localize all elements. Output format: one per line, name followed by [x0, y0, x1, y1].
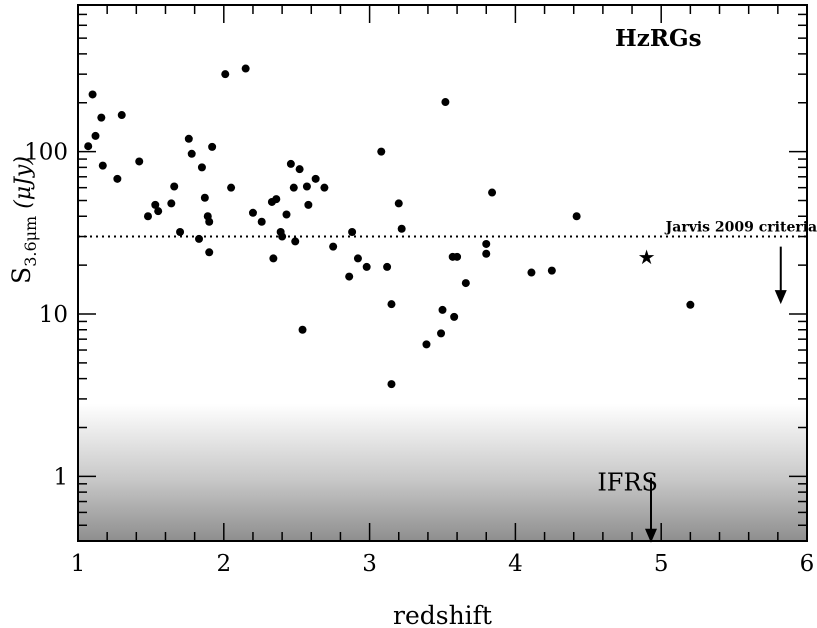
x-tick-label: 4	[508, 551, 523, 577]
jarvis-criteria-label: Jarvis 2009 criteria	[664, 220, 817, 236]
y-axis-label: S3.6μm (μJy)	[7, 156, 40, 284]
y-tick-label: 1	[53, 464, 68, 490]
data-point	[117, 111, 126, 120]
data-point	[97, 113, 106, 122]
data-point	[397, 224, 406, 233]
data-points	[84, 64, 695, 389]
data-point	[547, 266, 556, 275]
data-point	[488, 188, 497, 197]
data-point	[686, 300, 695, 309]
data-point	[387, 300, 396, 309]
data-point	[527, 268, 536, 277]
y-axis-label-sub: 3.6μm	[21, 216, 40, 267]
data-point	[438, 305, 447, 314]
data-point	[362, 262, 371, 271]
x-tick-labels: 1 2 3 4 5 6	[71, 551, 815, 577]
data-point	[221, 70, 230, 79]
data-point	[422, 340, 431, 349]
data-point	[257, 217, 266, 226]
x-tick-label: 2	[216, 551, 231, 577]
y-tick-label: 10	[39, 302, 68, 328]
data-point	[170, 182, 179, 191]
data-point	[302, 182, 311, 191]
data-point	[286, 159, 295, 168]
data-point	[195, 234, 204, 243]
ifrs-label: IFRS	[597, 468, 658, 496]
x-tick-label: 6	[800, 551, 815, 577]
data-point	[272, 195, 281, 204]
y-tick-labels: 1 10 100	[24, 140, 68, 491]
plot-frame	[77, 4, 808, 542]
x-tick-label: 5	[654, 551, 669, 577]
data-point	[205, 217, 214, 226]
data-point	[88, 90, 97, 99]
data-point	[154, 207, 163, 216]
data-point	[345, 272, 354, 281]
data-point	[135, 157, 144, 166]
data-point	[387, 380, 396, 389]
jarvis-arrow-head	[774, 290, 787, 305]
hzrgs-label: HzRGs	[615, 25, 702, 52]
data-point	[311, 174, 320, 183]
ifrs-arrow	[644, 477, 657, 543]
data-point	[453, 252, 462, 261]
data-point	[151, 200, 160, 209]
x-tick-label: 3	[362, 551, 377, 577]
data-point	[329, 242, 338, 251]
data-point	[184, 134, 193, 143]
ifrs-arrow-head	[644, 528, 657, 543]
data-point	[205, 248, 214, 257]
data-point	[450, 312, 459, 321]
x-tick-label: 1	[71, 551, 86, 577]
y-tick-label: 100	[24, 140, 68, 166]
data-point	[572, 212, 581, 221]
data-point	[200, 193, 209, 202]
data-point	[377, 147, 386, 156]
data-point	[278, 232, 287, 241]
data-point	[304, 200, 313, 209]
data-point	[289, 183, 298, 192]
data-point	[291, 237, 300, 246]
data-point	[461, 279, 470, 288]
data-point	[394, 199, 403, 208]
data-point	[482, 239, 491, 248]
jarvis-arrow	[774, 246, 787, 305]
data-point	[227, 183, 236, 192]
data-point	[84, 142, 93, 151]
data-point	[383, 262, 392, 271]
data-point	[248, 208, 257, 217]
data-point	[298, 325, 307, 334]
data-point	[143, 212, 152, 221]
y-axis-label-main: S	[7, 267, 36, 284]
axis-ticks	[77, 4, 808, 542]
data-point	[437, 329, 446, 338]
data-point	[98, 161, 107, 170]
data-point	[482, 249, 491, 258]
star-point: ★	[638, 245, 656, 269]
data-point	[241, 64, 250, 73]
ifrs-shaded-region	[78, 403, 807, 541]
data-point	[320, 183, 329, 192]
data-point	[113, 174, 122, 183]
data-point	[91, 131, 100, 140]
y-axis-label-unit: (μJy)	[11, 156, 36, 216]
x-axis-label: redshift	[393, 601, 492, 628]
data-point	[176, 227, 185, 236]
data-point	[295, 165, 304, 174]
data-point	[208, 142, 217, 151]
data-point	[269, 254, 278, 263]
data-point	[187, 149, 196, 158]
data-point	[441, 98, 450, 107]
data-point	[197, 163, 206, 172]
data-point	[167, 199, 176, 208]
data-point	[282, 210, 291, 219]
data-point	[353, 254, 362, 263]
data-point	[348, 227, 357, 236]
